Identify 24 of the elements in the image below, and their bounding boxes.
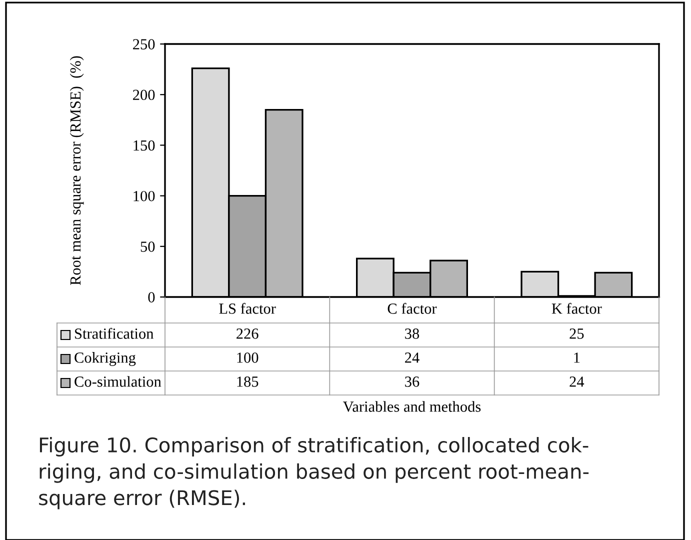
data-label: 25 bbox=[570, 328, 584, 339]
text: Variables and methods bbox=[343, 401, 481, 412]
y-tick-label: 100 bbox=[134, 190, 155, 202]
y-tick-label: 0 bbox=[148, 292, 155, 302]
x-tick-label: C factor bbox=[388, 302, 437, 314]
y-axis-title: Root mean square error (RMSE) (%) bbox=[70, 56, 84, 286]
data-label: 24 bbox=[570, 376, 584, 387]
data-label: 24 bbox=[405, 352, 420, 363]
caption: Figure 10. Comparison of stratification, collocated cok- riging, and co-simulation based on percent root-mean- square error (RMSE). bbox=[39, 437, 589, 510]
legend-label: Cokriging bbox=[74, 352, 136, 366]
data-label: 185 bbox=[237, 376, 258, 387]
data-label: 226 bbox=[236, 328, 258, 339]
data-label: 38 bbox=[405, 328, 420, 339]
y-tick-label: 250 bbox=[133, 39, 155, 50]
x-tick-label: LS factor bbox=[219, 302, 276, 314]
x-tick-label: K factor bbox=[552, 302, 602, 314]
data-label: 36 bbox=[405, 376, 420, 387]
legend-label: Co-simulation bbox=[74, 376, 162, 387]
y-tick-label: 50 bbox=[140, 242, 155, 252]
y-tick-label: 150 bbox=[134, 140, 155, 151]
data-label: 1 bbox=[574, 352, 580, 363]
y-tick-label: 200 bbox=[133, 90, 155, 100]
legend-label: Stratification bbox=[75, 328, 154, 339]
data-label: 100 bbox=[237, 352, 258, 363]
